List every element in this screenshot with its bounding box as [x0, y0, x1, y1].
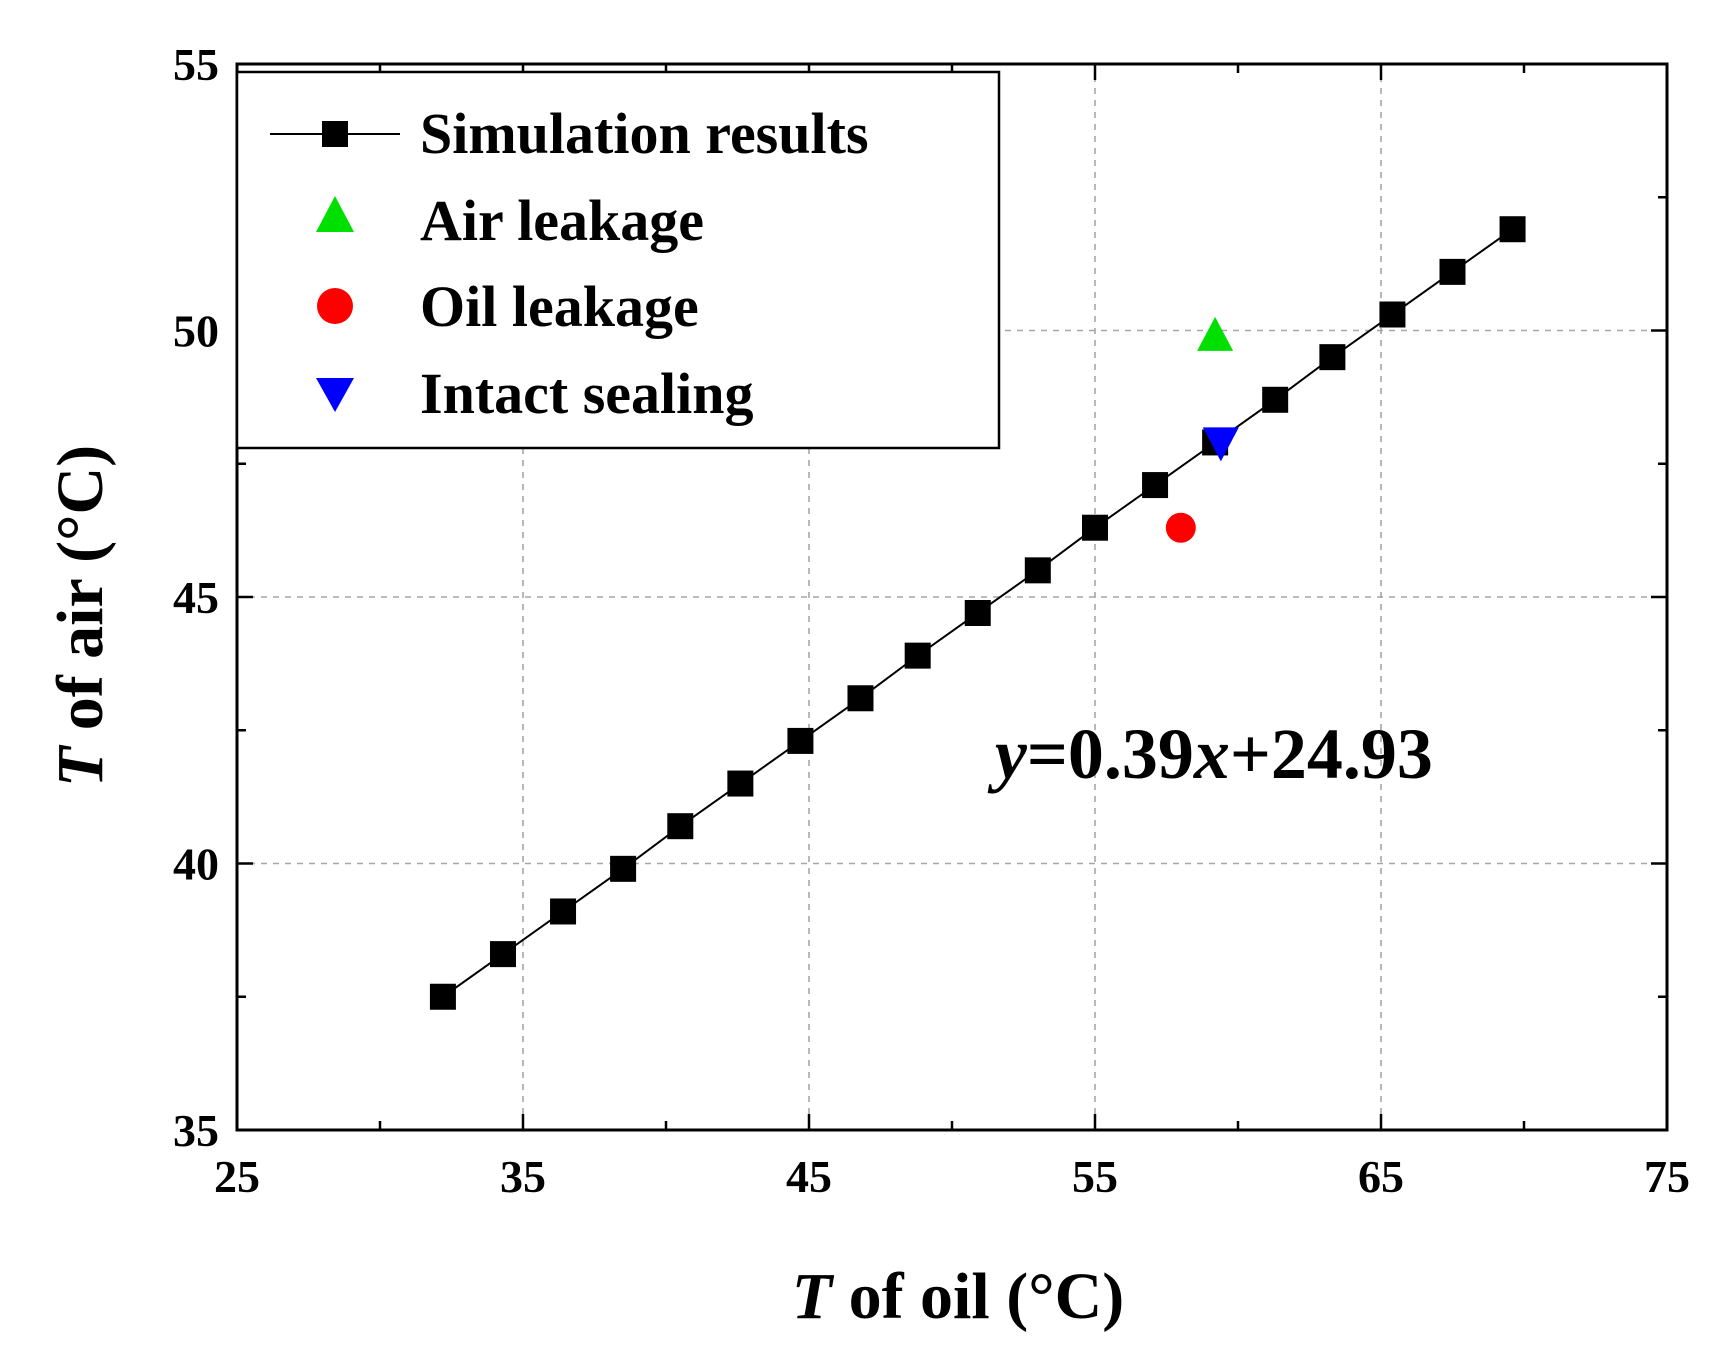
- data-point-square: [1024, 557, 1051, 584]
- eq-mid: =0.39: [1027, 714, 1194, 794]
- data-series: [429, 216, 1526, 1010]
- regression-equation: y=0.39x+24.93: [987, 714, 1433, 794]
- data-point-square: [1439, 258, 1466, 285]
- data-point-square: [1379, 301, 1406, 328]
- data-point-triangle-up: [1197, 316, 1234, 351]
- data-point-square: [667, 813, 694, 840]
- data-point-square: [787, 727, 814, 754]
- x-tick-label: 45: [786, 1151, 832, 1202]
- legend-square-icon: [322, 121, 348, 147]
- legend-triangle-up-icon: [316, 196, 354, 232]
- y-tick-label: 50: [173, 306, 219, 357]
- y-tick-label: 40: [173, 839, 219, 890]
- y-tick-label: 45: [173, 572, 219, 623]
- y-axis-title-italic: T: [44, 744, 117, 787]
- data-point-square: [1499, 216, 1526, 243]
- legend-label-intact-sealing: Intact sealing: [420, 361, 754, 426]
- data-point-square: [550, 898, 577, 925]
- data-point-square: [727, 770, 754, 797]
- legend-label-air-leakage: Air leakage: [420, 188, 704, 253]
- eq-tail: +24.93: [1230, 714, 1433, 794]
- x-axis-title-italic: T: [792, 1260, 835, 1333]
- data-point-square: [429, 983, 456, 1010]
- data-point-square: [964, 599, 991, 626]
- y-tick-label: 55: [173, 39, 219, 90]
- data-point-circle: [1165, 512, 1196, 543]
- y-tick-label: 35: [173, 1105, 219, 1156]
- x-tick-label: 55: [1072, 1151, 1118, 1202]
- x-tick-label: 65: [1358, 1151, 1404, 1202]
- x-axis-title: T of oil (°C): [792, 1260, 1125, 1333]
- eq-y: y: [987, 714, 1028, 794]
- x-tick-label: 35: [500, 1151, 546, 1202]
- data-point-square: [904, 642, 931, 669]
- data-point-square: [610, 855, 637, 882]
- legend-circle-icon: [317, 288, 353, 324]
- data-point-square: [489, 941, 516, 968]
- legend-label-oil-leakage: Oil leakage: [420, 274, 699, 339]
- data-point-square: [1319, 344, 1346, 371]
- y-axis-title: T of air (°C): [44, 445, 117, 787]
- data-point-square: [1142, 472, 1169, 499]
- data-point-triangle-down: [1202, 427, 1239, 462]
- x-tick-label: 25: [214, 1151, 260, 1202]
- legend: Simulation results Air leakage Oil leaka…: [235, 70, 1001, 450]
- eq-x: x: [1193, 714, 1230, 794]
- data-point-square: [1082, 514, 1108, 541]
- x-tick-label: 75: [1644, 1151, 1690, 1202]
- legend-label-simulation: Simulation results: [420, 101, 869, 166]
- y-axis-title-rest: of air (°C): [44, 445, 117, 747]
- legend-triangle-down-icon: [316, 378, 354, 412]
- data-point-square: [1262, 386, 1289, 413]
- x-axis-title-rest: of oil (°C): [832, 1260, 1124, 1333]
- data-point-square: [847, 685, 874, 712]
- grid-lines: [237, 64, 1667, 1130]
